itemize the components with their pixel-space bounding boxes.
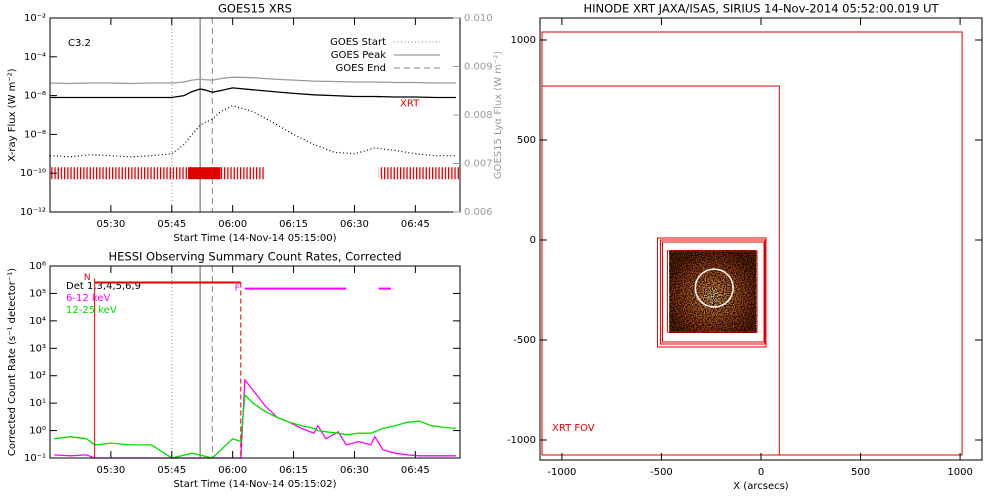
series-line (54, 378, 456, 459)
y-tick-label: 10⁻¹² (20, 207, 46, 218)
flare-class: C3.2 (68, 38, 91, 49)
plot-frame (49, 17, 461, 213)
y-tick-label: 10⁰ (29, 426, 46, 437)
y-tick-label: 0 (530, 235, 536, 246)
observation-label: XRT (400, 98, 420, 109)
legend-label: 12-25 keV (66, 305, 117, 316)
x-tick-label: 06:30 (340, 465, 369, 476)
y-tick-label: 10⁻⁶ (24, 91, 46, 102)
legend-label: GOES Start (330, 37, 386, 48)
contour-circle (694, 268, 734, 308)
y-tick-label: 10⁻⁴ (24, 52, 46, 63)
x-tick-label: 05:45 (157, 219, 186, 230)
observation-interval (188, 167, 221, 180)
y-tick-label: 10² (29, 371, 46, 382)
y-tick-label: 10⁻¹⁰ (20, 168, 46, 179)
observation-interval (378, 167, 460, 180)
night-label: N (84, 273, 91, 283)
plot-frame (539, 17, 983, 461)
chart-title: HESSI Observing Summary Count Rates, Cor… (108, 250, 401, 264)
legend-label: GOES End (336, 63, 386, 74)
x-tick-label: 05:30 (96, 219, 125, 230)
fov-label: XRT FOV (552, 423, 595, 434)
plot-frame (49, 265, 461, 459)
xrt-image-texture (669, 250, 757, 333)
flare-label: F (235, 284, 240, 294)
y2-tick-label: 0.007 (464, 159, 493, 170)
fov-box (666, 250, 758, 333)
legend-title: Det 1,3,4,5,6,9 (66, 281, 141, 292)
y-tick-label: 10¹ (29, 398, 46, 409)
x-tick-label: 05:45 (157, 465, 186, 476)
y2-tick-label: 0.008 (464, 110, 493, 121)
legend-label: GOES Peak (331, 50, 386, 61)
x-tick-label: -500 (650, 467, 673, 478)
y-tick-label: 10⁵ (29, 288, 46, 299)
fov-box (541, 31, 963, 456)
series-line (49, 105, 456, 158)
x-axis-label: Start Time (14-Nov-14 05:15:02) (173, 479, 336, 490)
fov-box (541, 85, 780, 456)
x-tick-label: 06:30 (340, 219, 369, 230)
y-tick-label: 10⁻⁸ (24, 129, 46, 140)
x-tick-label: 05:30 (96, 465, 125, 476)
x-tick-label: 500 (851, 467, 870, 478)
y-tick-label: 10³ (29, 343, 46, 354)
series-line (50, 87, 456, 99)
y-tick-label: 10⁴ (29, 316, 46, 327)
y-axis-label: X-ray Flux (W m⁻²) (7, 68, 18, 161)
chart-title: HINODE XRT JAXA/ISAS, SIRIUS 14-Nov-2014… (583, 2, 939, 16)
fov-box (659, 239, 766, 345)
x-tick-label: 06:00 (218, 465, 247, 476)
y-tick-label: 1000 (511, 35, 536, 46)
series-line (49, 76, 456, 85)
x-tick-label: 06:45 (401, 465, 430, 476)
x-tick-label: -1000 (547, 467, 576, 478)
y2-tick-label: 0.009 (464, 62, 493, 73)
x-tick-label: 0 (758, 467, 764, 478)
series-line (54, 393, 456, 459)
x-tick-label: 1000 (947, 467, 972, 478)
y-tick-label: -1000 (507, 435, 536, 446)
fov-box (661, 241, 765, 343)
x-tick-label: 06:15 (279, 465, 308, 476)
y-tick-label: 10⁻¹ (24, 453, 46, 464)
x-tick-label: 06:15 (279, 219, 308, 230)
y2-axis-label: GOES15 Lyα Flux (W m⁻²) (493, 51, 504, 179)
chart-title: GOES15 XRS (218, 2, 292, 16)
legend-label: 6-12 keV (66, 293, 110, 304)
observation-interval (220, 167, 266, 180)
observation-interval (50, 167, 189, 180)
x-tick-label: 06:45 (401, 219, 430, 230)
fov-box (656, 237, 767, 348)
y-tick-label: 10⁻² (24, 13, 46, 24)
x-axis-label: X (arcsecs) (733, 481, 789, 492)
y-tick-label: 500 (517, 135, 536, 146)
y-tick-label: -500 (513, 335, 536, 346)
y-tick-label: 10⁶ (29, 261, 46, 272)
y2-tick-label: 0.010 (464, 13, 493, 24)
y2-tick-label: 0.006 (464, 207, 493, 218)
x-axis-label: Start Time (14-Nov-14 05:15:00) (173, 233, 336, 244)
y-axis-label: Corrected Count Rate (s⁻¹ detector⁻¹) (7, 268, 18, 456)
x-tick-label: 06:00 (218, 219, 247, 230)
